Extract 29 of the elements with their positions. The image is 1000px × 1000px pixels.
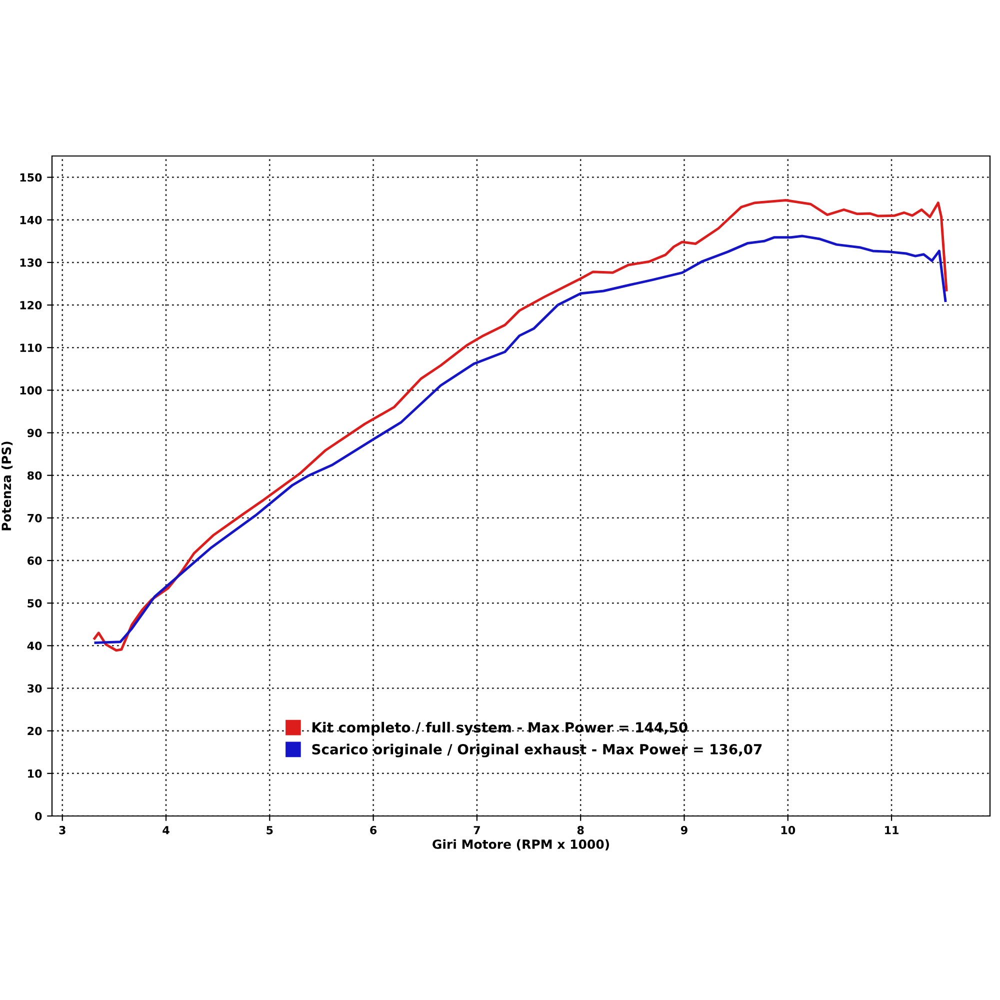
x-tick-label: 10 [781, 826, 796, 834]
legend-label: Scarico originale / Original exhaust - Max Power = 136,07 [312, 744, 762, 758]
y-tick-label: 30 [28, 684, 42, 693]
y-tick-label: 60 [28, 556, 42, 565]
y-tick-label: 40 [27, 642, 42, 650]
x-tick-label: 4 [162, 826, 170, 834]
y-tick-label: 120 [20, 301, 42, 310]
y-tick-label: 70 [28, 514, 42, 522]
y-tick-label: 80 [27, 471, 42, 480]
x-tick-label: 6 [370, 826, 377, 834]
x-axis-title: Giri Motore (RPM x 1000) [432, 839, 609, 850]
y-tick-label: 140 [20, 216, 42, 224]
y-axis-title: Potenza (PS) [1, 442, 13, 530]
y-tick-label: 90 [27, 428, 42, 438]
y-tick-label: 100 [20, 386, 42, 395]
y-tick-label: 50 [28, 599, 42, 608]
y-tick-label: 0 [35, 812, 42, 820]
x-tick-label: 5 [266, 826, 273, 834]
y-tick-label: 10 [28, 769, 42, 778]
x-tick-label: 11 [885, 826, 899, 834]
x-tick-label: 7 [474, 826, 480, 834]
y-tick-label: 20 [28, 726, 42, 736]
y-tick-label: 150 [20, 173, 42, 182]
legend-label: Kit completo / full system - Max Power = 144,50 [312, 722, 688, 736]
y-tick-label: 110 [20, 344, 42, 352]
x-tick-label: 3 [59, 826, 66, 834]
y-tick-label: 130 [20, 258, 42, 267]
x-tick-label: 9 [680, 826, 688, 834]
x-tick-label: 8 [577, 826, 584, 834]
